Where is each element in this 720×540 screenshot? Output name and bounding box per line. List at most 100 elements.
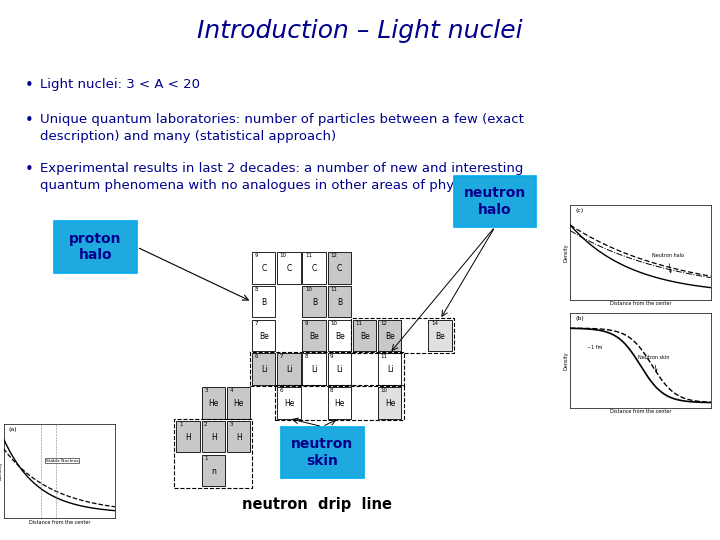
Text: H: H — [236, 433, 242, 442]
Text: 7: 7 — [280, 354, 283, 360]
Text: Unique quantum laboratories: number of particles between a few (exact
descriptio: Unique quantum laboratories: number of p… — [40, 113, 523, 143]
Text: 10: 10 — [305, 287, 312, 292]
Text: C: C — [261, 264, 266, 273]
Text: •: • — [25, 113, 34, 129]
Bar — [252, 353, 276, 384]
Bar — [328, 387, 351, 419]
Bar — [428, 320, 452, 351]
Bar — [302, 286, 326, 317]
Text: He: He — [284, 399, 294, 408]
Text: Be: Be — [360, 332, 370, 341]
Text: 1: 1 — [179, 422, 182, 427]
Y-axis label: Density: Density — [0, 462, 2, 481]
Y-axis label: Density: Density — [564, 351, 569, 370]
Bar — [252, 320, 276, 351]
Text: proton
halo: proton halo — [69, 232, 122, 262]
Text: 4: 4 — [229, 388, 233, 393]
Bar — [227, 387, 251, 419]
Text: 9: 9 — [305, 321, 308, 326]
Text: 3: 3 — [229, 422, 233, 427]
Bar — [176, 421, 200, 453]
Bar — [302, 353, 326, 384]
Text: 11: 11 — [305, 253, 312, 258]
Text: 11: 11 — [380, 354, 387, 360]
Text: 11: 11 — [356, 321, 362, 326]
Text: He: He — [209, 399, 219, 408]
Text: Light nuclei: 3 < A < 20: Light nuclei: 3 < A < 20 — [40, 78, 199, 91]
Bar — [378, 387, 402, 419]
Text: 12: 12 — [330, 253, 337, 258]
Text: 9: 9 — [330, 354, 333, 360]
Text: 10: 10 — [330, 321, 337, 326]
Text: H: H — [211, 433, 217, 442]
Bar — [277, 252, 301, 284]
Bar — [227, 421, 251, 453]
Text: Experimental results in last 2 decades: a number of new and interesting
quantum : Experimental results in last 2 decades: … — [40, 162, 523, 192]
Text: 2: 2 — [204, 422, 207, 427]
Text: neutron  drip  line: neutron drip line — [242, 497, 392, 512]
Bar — [353, 320, 377, 351]
Text: Be: Be — [335, 332, 345, 341]
Bar — [302, 252, 326, 284]
Bar — [328, 286, 351, 317]
Text: Be: Be — [385, 332, 395, 341]
Text: •: • — [25, 78, 34, 93]
Text: 7: 7 — [255, 321, 258, 326]
Text: Be: Be — [310, 332, 320, 341]
Text: 12: 12 — [380, 321, 387, 326]
Bar — [302, 320, 326, 351]
Text: Stable Nucleus: Stable Nucleus — [46, 458, 78, 463]
Text: ~1 fm: ~1 fm — [587, 345, 603, 350]
Text: 3: 3 — [204, 388, 207, 393]
Text: n: n — [211, 467, 216, 476]
Bar — [328, 320, 351, 351]
Bar — [328, 353, 351, 384]
Text: 1: 1 — [204, 456, 207, 461]
Bar — [277, 387, 301, 419]
Text: Be: Be — [259, 332, 269, 341]
Text: H: H — [186, 433, 192, 442]
Text: 10: 10 — [380, 388, 387, 393]
Bar — [252, 252, 276, 284]
Y-axis label: Density: Density — [564, 243, 569, 262]
Text: 8: 8 — [330, 388, 333, 393]
Bar — [328, 252, 351, 284]
Text: 10: 10 — [280, 253, 287, 258]
Text: Li: Li — [286, 366, 292, 374]
Bar — [250, 352, 404, 387]
Bar — [202, 455, 225, 486]
Text: 14: 14 — [431, 321, 438, 326]
Bar — [277, 353, 301, 384]
Text: Neutron halo: Neutron halo — [652, 253, 684, 273]
Text: 6: 6 — [280, 388, 283, 393]
Text: He: He — [335, 399, 345, 408]
Bar — [378, 320, 402, 351]
Text: neutron
skin: neutron skin — [291, 437, 354, 468]
Text: C: C — [312, 264, 317, 273]
Text: B: B — [261, 298, 266, 307]
Text: Li: Li — [336, 366, 343, 374]
Bar — [275, 386, 404, 420]
Text: 6: 6 — [255, 354, 258, 360]
Bar — [378, 353, 402, 384]
Text: (c): (c) — [576, 208, 584, 213]
Text: Introduction – Light nuclei: Introduction – Light nuclei — [197, 19, 523, 43]
Bar — [54, 221, 137, 273]
Bar — [202, 421, 225, 453]
Text: B: B — [337, 298, 342, 307]
X-axis label: Distance from the center: Distance from the center — [29, 520, 90, 525]
X-axis label: Distance from the center: Distance from the center — [610, 409, 671, 414]
Text: 8: 8 — [255, 287, 258, 292]
Text: neutron
halo: neutron halo — [464, 186, 526, 217]
Text: (a): (a) — [8, 427, 17, 432]
Bar — [281, 427, 364, 478]
Text: Neutron skin: Neutron skin — [638, 355, 669, 371]
Bar — [202, 387, 225, 419]
Text: Li: Li — [387, 366, 393, 374]
Text: He: He — [385, 399, 395, 408]
Text: 9: 9 — [255, 253, 258, 258]
Text: Be: Be — [436, 332, 446, 341]
Text: (b): (b) — [576, 316, 585, 321]
Text: 11: 11 — [330, 287, 337, 292]
X-axis label: Distance from the center: Distance from the center — [610, 301, 671, 306]
